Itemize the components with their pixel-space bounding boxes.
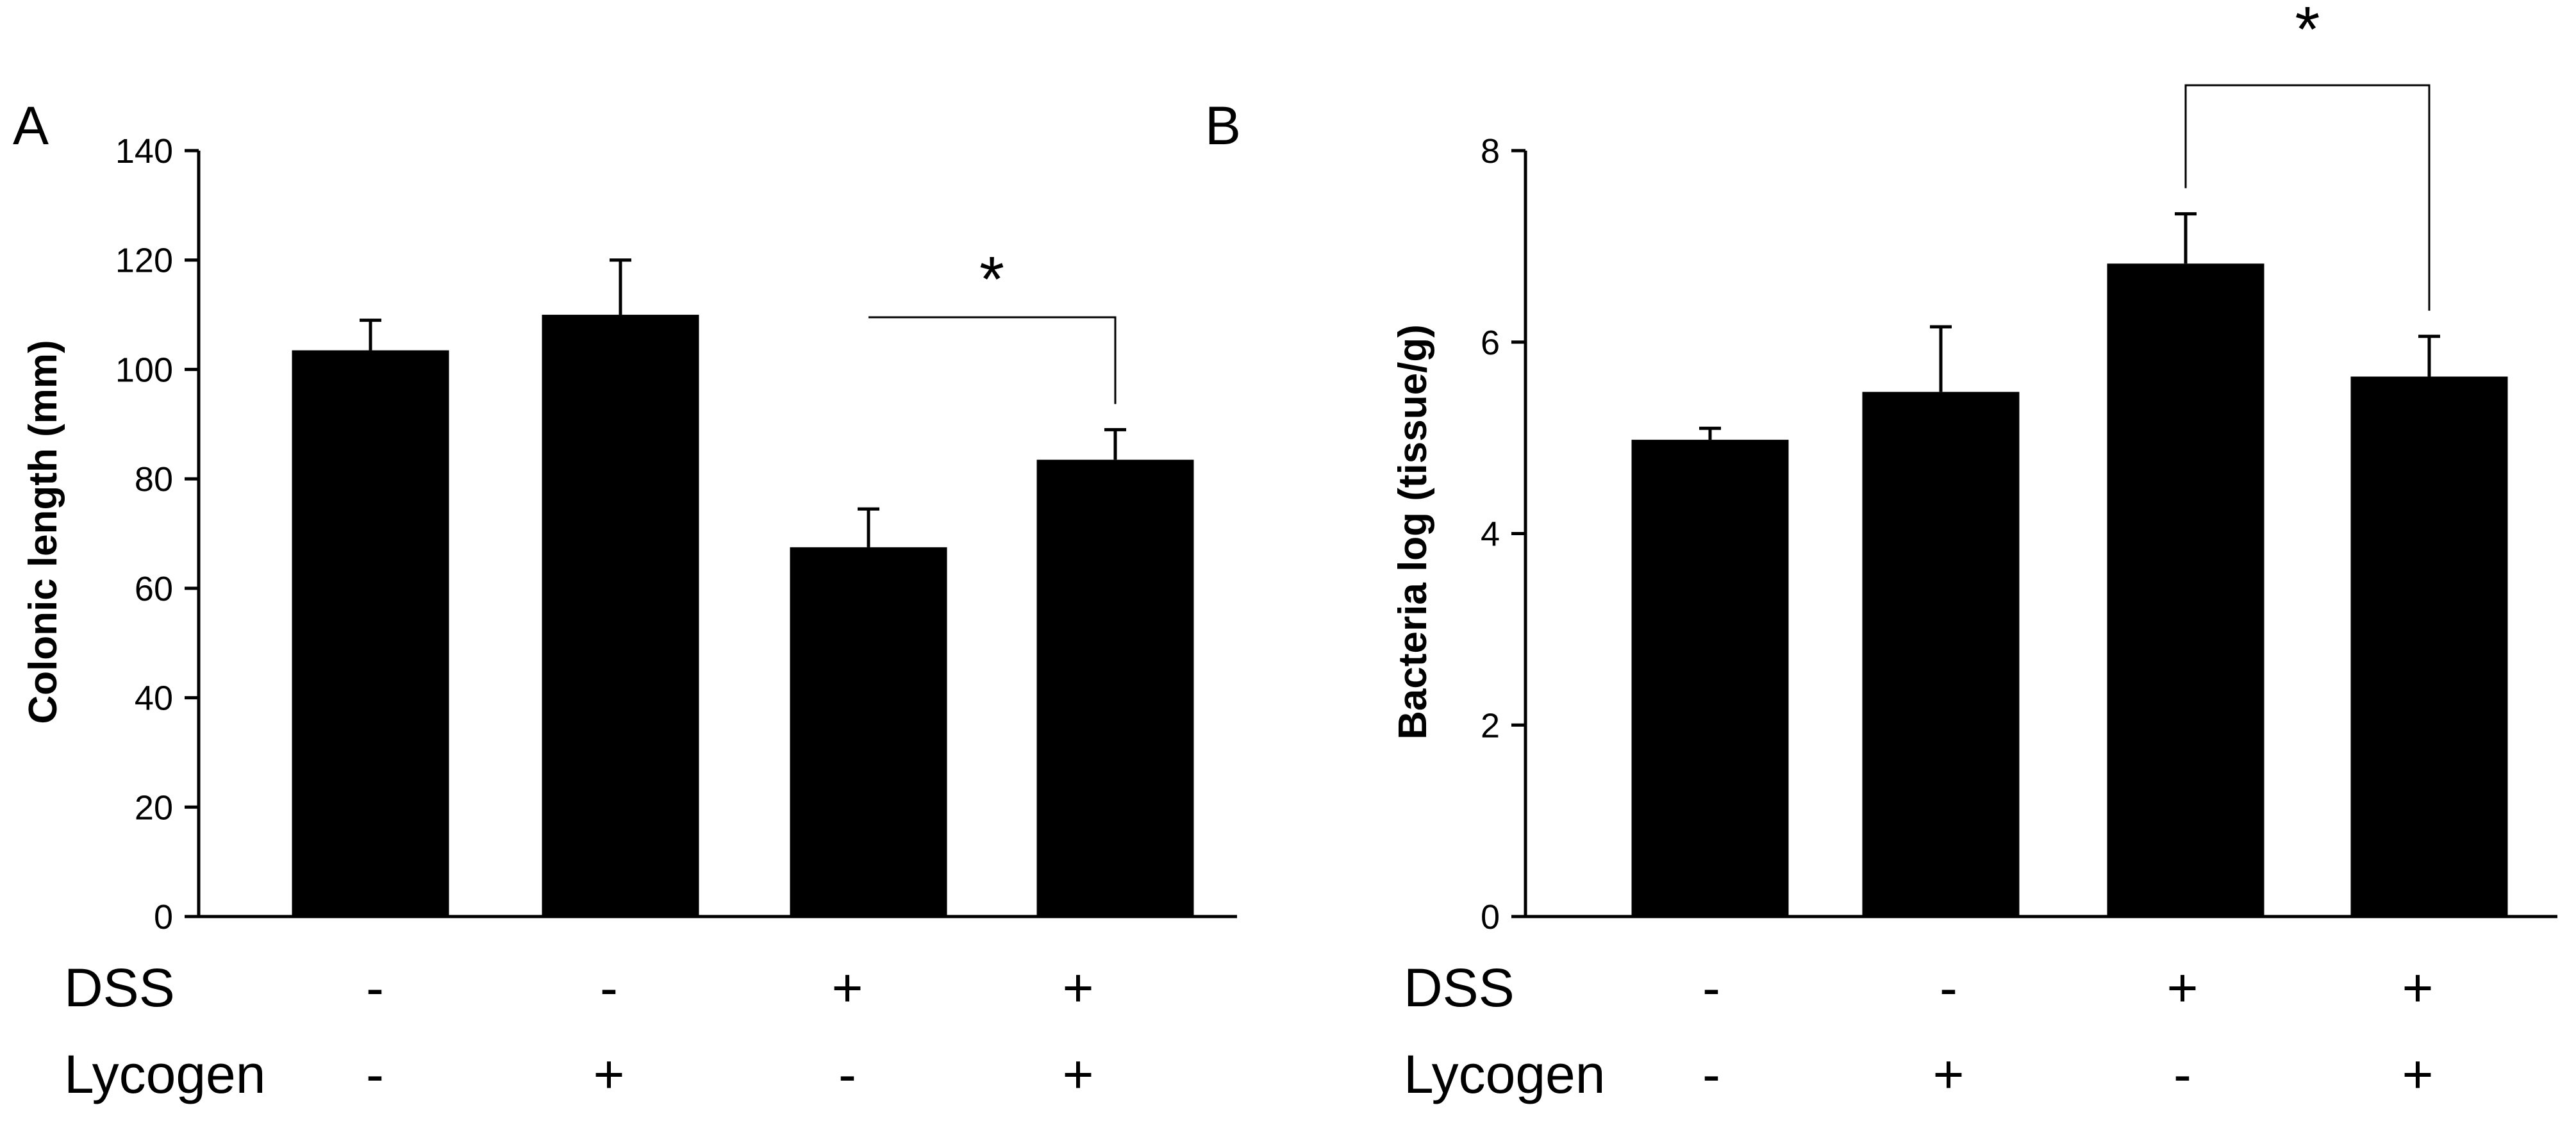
bar [292, 350, 449, 917]
y-axis-label: Bacteria log (tissue/g) [1391, 324, 1435, 740]
treatment-sign: + [831, 958, 863, 1018]
bar [790, 547, 947, 917]
significance-bracket [2184, 84, 2431, 311]
treatment-sign: - [1702, 958, 1720, 1018]
treatment-sign: - [600, 958, 618, 1018]
bar [1862, 392, 2020, 917]
y-tick-label: 80 [135, 460, 173, 499]
treatment-sign: + [593, 1044, 624, 1104]
bar [1036, 460, 1194, 917]
y-tick-label: 4 [1481, 515, 1500, 554]
y-tick-label: 6 [1481, 324, 1500, 362]
significance-marker: * [979, 244, 1004, 315]
y-tick-label: 140 [115, 132, 173, 170]
significance-marker: * [2295, 0, 2320, 65]
bar [2350, 376, 2508, 917]
panel-letter: A [13, 95, 49, 156]
panel-letter: B [1205, 95, 1241, 156]
treatment-sign: + [2402, 958, 2433, 1018]
y-tick-label: 0 [1481, 898, 1500, 936]
y-tick-label: 40 [135, 679, 173, 718]
y-tick-label: 8 [1481, 132, 1500, 170]
significance-bracket [868, 316, 1117, 404]
treatment-label: DSS [64, 958, 175, 1018]
bar [2107, 263, 2264, 917]
treatment-sign: - [366, 958, 384, 1018]
panel-b: B Bacteria log (tissue/g) 0 2 4 6 8 * DSS - - + + Lyc… [1205, 0, 2557, 1104]
bar [542, 315, 699, 917]
y-tick-label: 120 [115, 242, 173, 280]
treatment-sign: - [2173, 1044, 2191, 1104]
bar [1631, 440, 1789, 917]
treatment-sign: + [2402, 1044, 2433, 1104]
treatment-sign: - [366, 1044, 384, 1104]
treatment-label: Lycogen [1404, 1044, 1605, 1104]
y-tick-label: 2 [1481, 706, 1500, 745]
treatment-sign: - [1702, 1044, 1720, 1104]
y-tick-label: 0 [154, 898, 173, 936]
treatment-sign: - [1940, 958, 1957, 1018]
panel-a: A Colonic length (mm) 0 20 40 60 80 100 120 140 * D… [13, 95, 1237, 1104]
treatment-sign: + [1932, 1044, 1964, 1104]
y-tick-label: 100 [115, 351, 173, 389]
treatment-label: Lycogen [64, 1044, 265, 1104]
treatment-sign: + [1062, 958, 1093, 1018]
treatment-sign: + [2166, 958, 2198, 1018]
y-tick-label: 60 [135, 570, 173, 608]
treatment-sign: + [1062, 1044, 1093, 1104]
treatment-label: DSS [1404, 958, 1515, 1018]
treatment-sign: - [838, 1044, 856, 1104]
y-axis-label: Colonic length (mm) [21, 340, 65, 724]
y-tick-label: 20 [135, 788, 173, 827]
